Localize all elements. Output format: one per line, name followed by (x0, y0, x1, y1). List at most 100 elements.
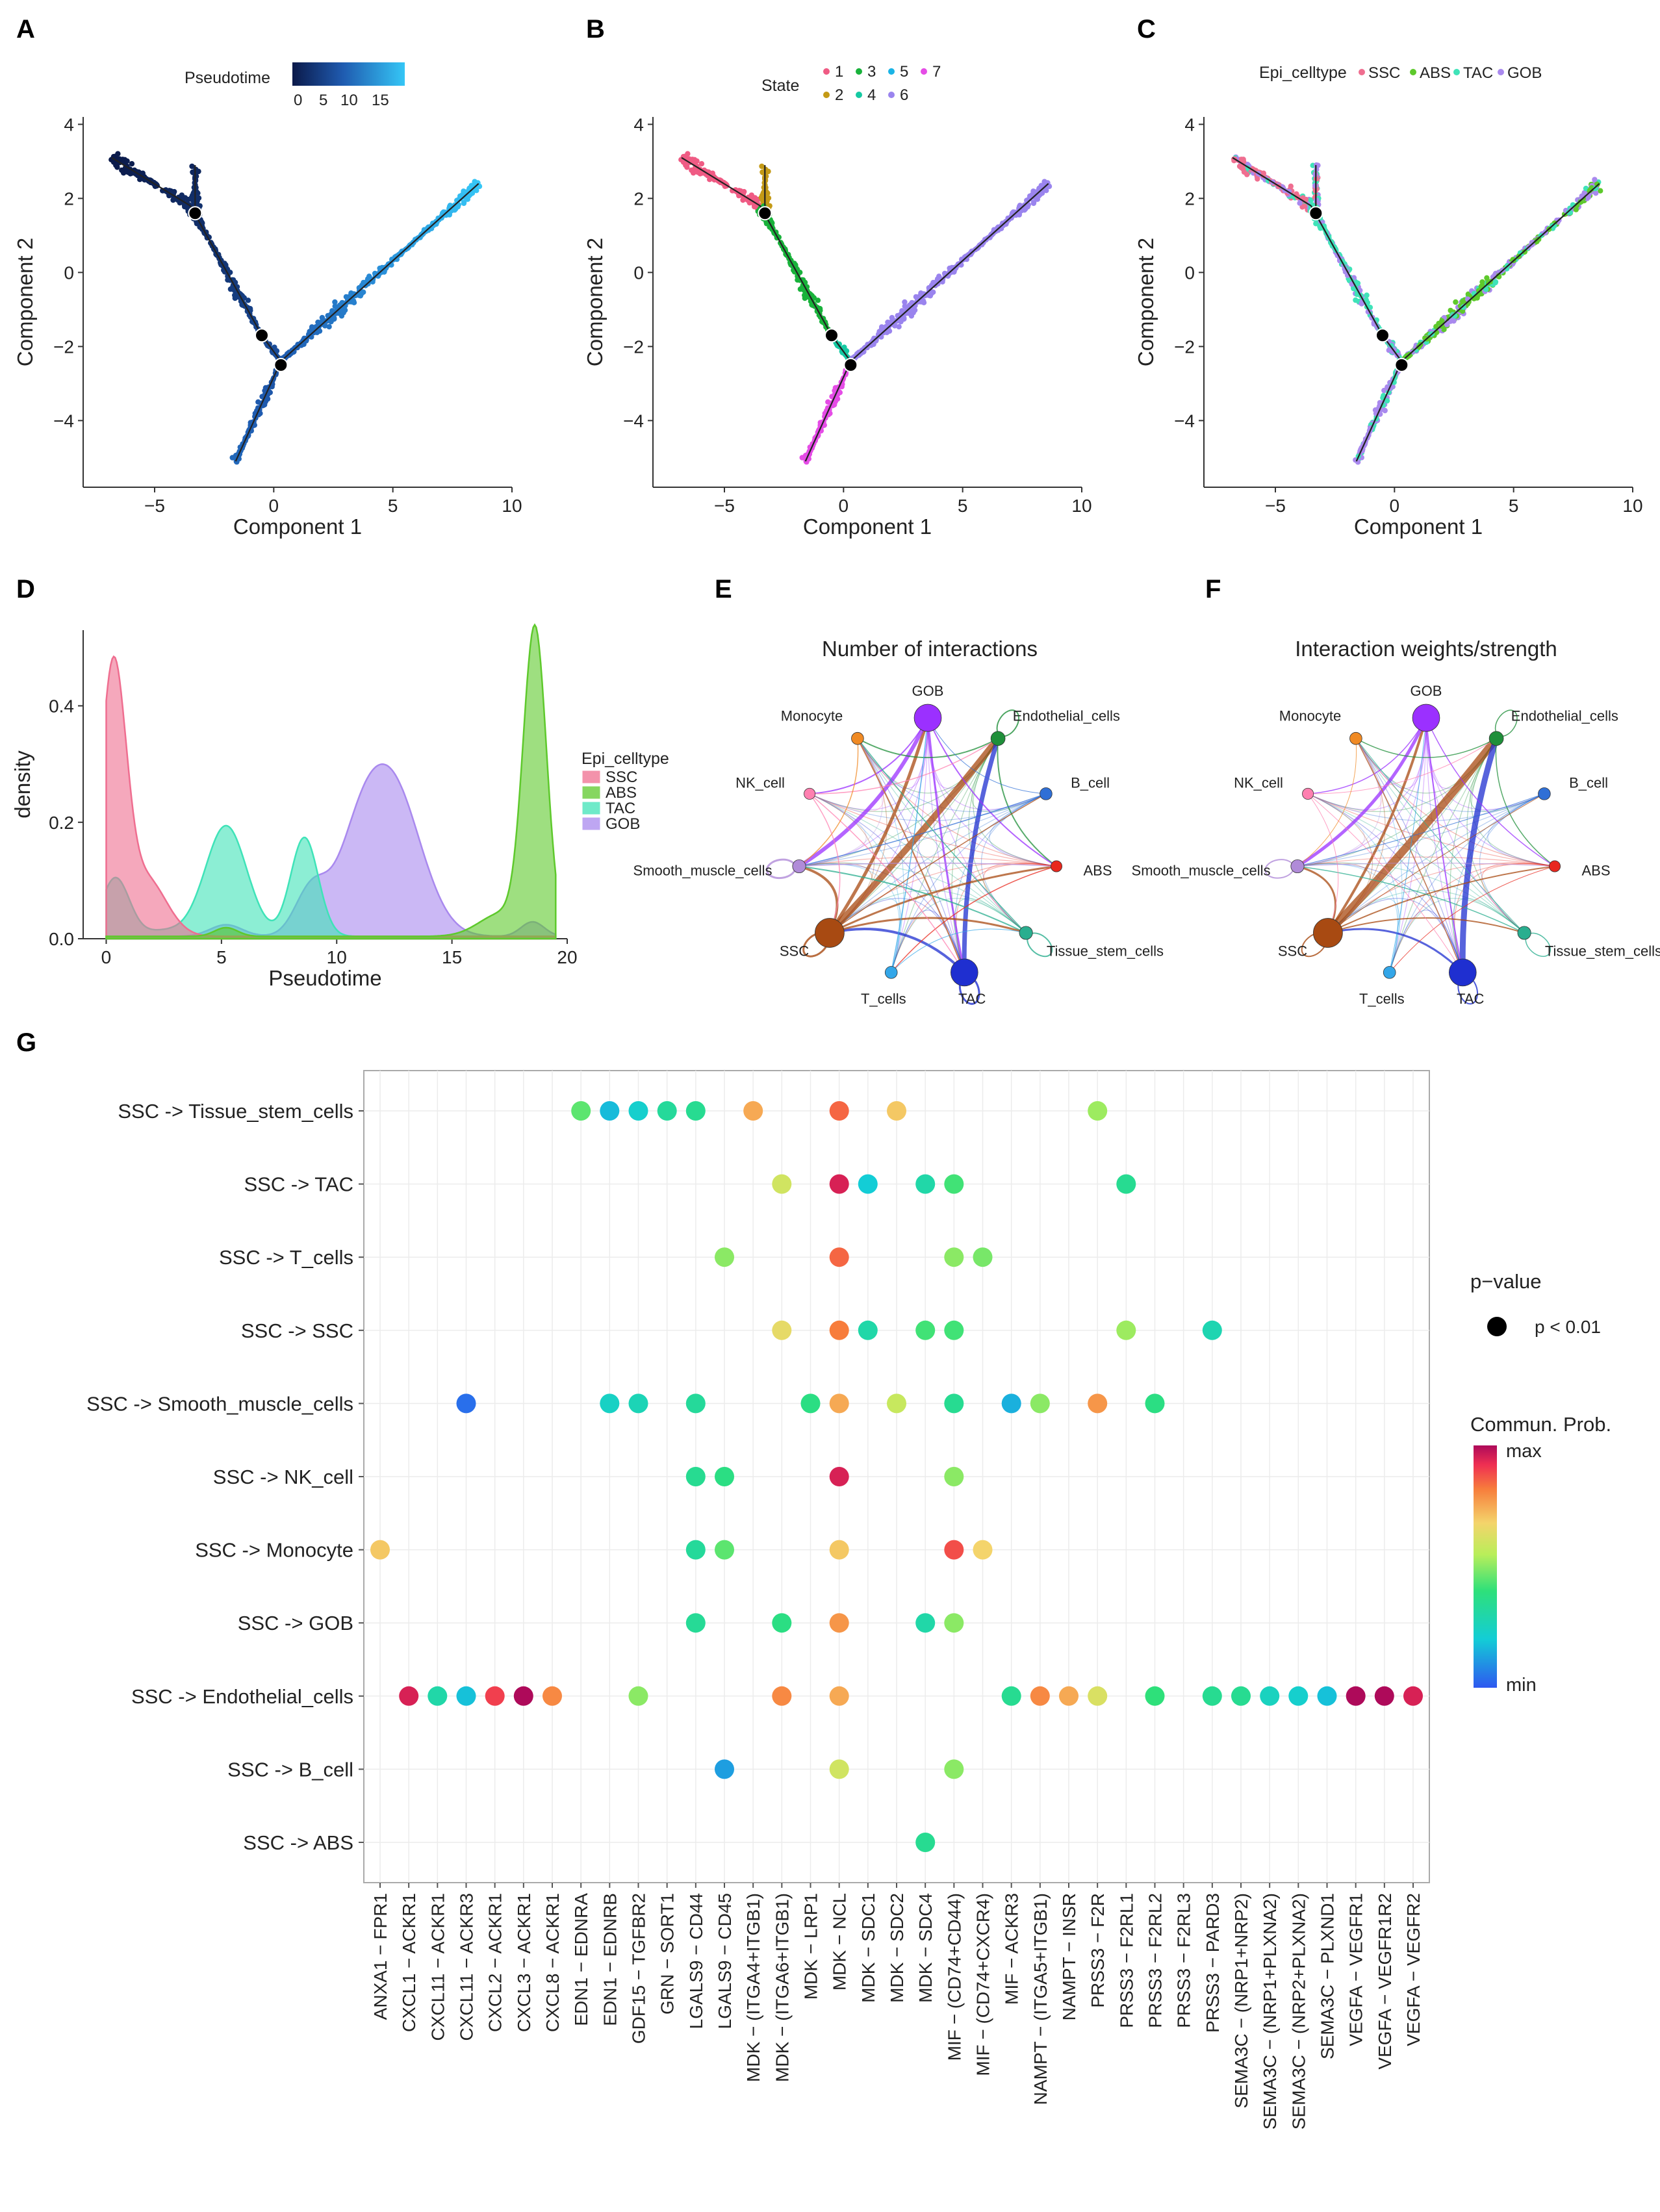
network-edge (927, 717, 1047, 810)
dotplot-row-label: SSC -> Smooth_muscle_cells (86, 1392, 353, 1415)
traj-cell-point (338, 313, 345, 319)
network-edge (981, 793, 1047, 934)
svg-text:ABS: ABS (606, 784, 637, 802)
density-x-tick-label: 20 (557, 947, 577, 967)
network-edge (798, 865, 1027, 934)
network-edge (891, 928, 1027, 973)
network-edge (1355, 738, 1525, 934)
state-legend-item-3: 3 (856, 63, 876, 81)
network-edge (1355, 738, 1463, 973)
network-node-label: Smooth_muscle_cells (1132, 862, 1271, 878)
traj-cell-point (685, 151, 691, 157)
density-x-tick-label: 5 (216, 947, 227, 967)
density-x-tick-label: 15 (442, 947, 462, 967)
network-edge (1327, 862, 1555, 934)
density-legend-item-gob: GOB (582, 815, 640, 833)
panel-label-a: A (16, 15, 35, 44)
density-area-abs (105, 623, 557, 940)
traj-cell-point (1453, 299, 1459, 305)
dotplot-point (829, 1467, 849, 1486)
traj-cell-point (1573, 207, 1579, 212)
network-edge (1481, 862, 1555, 934)
network-edge (1459, 735, 1500, 976)
traj-x-tick-label: −5 (1265, 496, 1286, 516)
traj-cell-point (1461, 304, 1466, 310)
dotplot-column-label: CXCL2 − ACKR1 (485, 1893, 505, 2032)
network-edge (829, 862, 1057, 934)
network-edge (891, 863, 1057, 973)
network-node (1448, 958, 1477, 987)
traj-y-tick-label: −2 (623, 337, 644, 357)
traj-cell-point (1522, 249, 1528, 255)
network-edge (798, 863, 900, 973)
traj-cell-point (129, 160, 135, 167)
traj-branch-point (843, 357, 858, 372)
network-edge (798, 793, 867, 867)
traj-cell-point (761, 184, 767, 190)
dotplot-point (685, 1540, 706, 1560)
network-node (804, 787, 816, 800)
network-edge (809, 793, 841, 934)
network-edge (798, 856, 1057, 867)
svg-text:TAC: TAC (1463, 64, 1493, 82)
network-node (950, 958, 978, 987)
network-node-label: Tissue_stem_cells (1545, 943, 1660, 960)
dotplot-point (829, 1320, 849, 1340)
network-edge (828, 716, 930, 935)
network-edge (798, 737, 859, 867)
traj-cell-point (815, 298, 821, 303)
dotplot-point (858, 1320, 878, 1340)
traj-cell-point (1475, 288, 1482, 294)
dotplot-column-label: SEMA3C − (NRP1+PLXNA2) (1260, 1893, 1280, 2129)
network-edge (809, 738, 884, 812)
traj-cell-point (113, 162, 119, 168)
traj-cell-point (1448, 318, 1455, 324)
network-node (1040, 787, 1053, 800)
svg-text:3: 3 (867, 63, 876, 81)
dotplot-column-label: CXCL8 − ACKR1 (543, 1893, 563, 2032)
network-node (1517, 926, 1531, 940)
dotplot-column-label: GRN − SORT1 (658, 1893, 678, 2015)
network-edge (1425, 717, 1525, 934)
network-edge (1389, 866, 1555, 973)
network-edge (927, 717, 1047, 795)
dotplot-column-label: MDK − SDC4 (915, 1893, 936, 2003)
traj-x-tick-label: 10 (1071, 496, 1092, 516)
traj-y-tick-label: 0 (633, 262, 644, 283)
network-edge (1327, 917, 1526, 934)
dotplot-point (600, 1393, 620, 1414)
celltype-legend-item-ssc: SSC (1359, 64, 1400, 82)
network-edge (857, 738, 965, 973)
network-edge (1297, 793, 1545, 867)
traj-cell-point (995, 227, 1001, 233)
traj-cell-point (281, 354, 288, 360)
network-edge (1355, 737, 1497, 758)
dotplot-column-label: PRSS3 − F2RL2 (1145, 1893, 1166, 2028)
density-x-axis-label: Pseudotime (268, 966, 381, 990)
dotplot-point (685, 1467, 706, 1486)
dotplot-row-label: SSC -> TAC (244, 1173, 353, 1196)
dotplot-point (1231, 1686, 1251, 1706)
state-legend-item-5: 5 (888, 63, 908, 81)
traj-y-axis-label: Component 2 (1134, 238, 1158, 366)
traj-cell-point (765, 168, 771, 175)
dotplot-point (944, 1540, 964, 1560)
dotplot-column-label: PRSS3 − F2RL3 (1174, 1893, 1194, 2028)
network-edge (1495, 737, 1555, 867)
traj-x-tick-label: 10 (502, 496, 522, 516)
traj-cell-point (1030, 200, 1037, 207)
network-edge (1297, 856, 1555, 867)
dotplot-point (887, 1393, 906, 1414)
network-node (1412, 704, 1440, 732)
traj-cell-point (1301, 203, 1308, 209)
network-node-label: Monocyte (781, 707, 843, 724)
traj-cell-point (191, 184, 197, 190)
network-edge (1479, 793, 1545, 934)
network-edge (890, 717, 928, 973)
network-edge (891, 909, 965, 973)
network-edge (1327, 898, 1400, 973)
dotplot-point (944, 1759, 964, 1779)
svg-text:GOB: GOB (606, 815, 640, 833)
dotplot-column-label: MDK − LRP1 (801, 1893, 821, 2000)
network-edge (1307, 793, 1525, 934)
